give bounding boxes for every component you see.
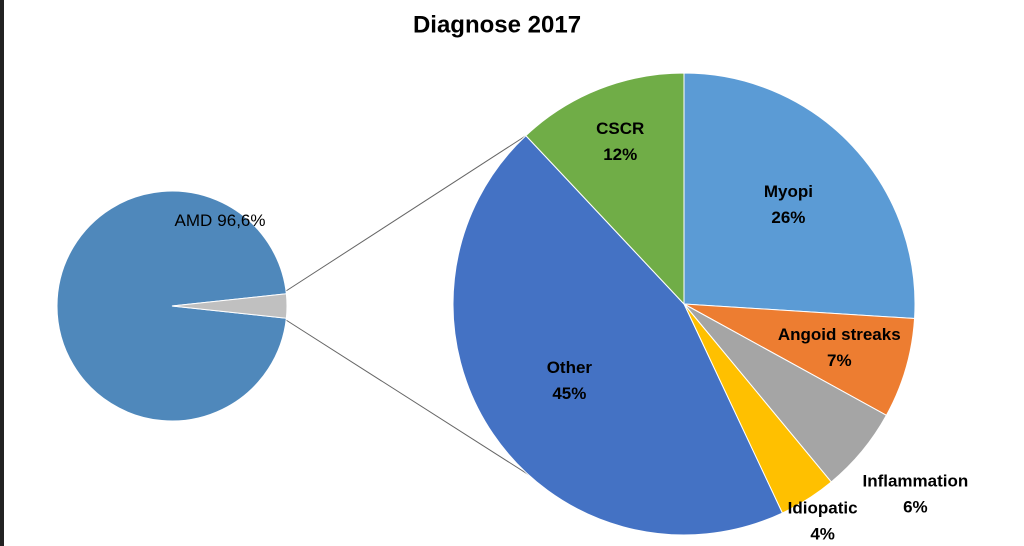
category-label: Angoid streaks <box>778 326 901 345</box>
value-label: 96,6% <box>217 211 265 230</box>
slice-label: Angoid streaks 7% <box>778 326 901 371</box>
value-label: 12% <box>603 145 637 164</box>
slice-label: Idiopatic 4% <box>788 499 858 544</box>
value-label: 7% <box>827 352 852 371</box>
category-label: Inflammation <box>862 472 968 491</box>
slice-label: Inflammation 6% <box>862 472 968 517</box>
category-label: CSCR <box>596 119 644 138</box>
pie-slice <box>683 303 916 416</box>
slice-label: CSCR 12% <box>596 119 644 164</box>
frame-edge <box>0 0 4 546</box>
slice-label: AMD 96,6% <box>175 211 266 230</box>
connector <box>285 134 528 292</box>
category-label: Myopi <box>764 182 813 201</box>
pie-slice <box>452 134 784 536</box>
category-label: Idiopatic <box>788 499 858 518</box>
pie-slice <box>56 190 287 422</box>
pie-slice <box>525 72 685 306</box>
chart-title: Diagnose 2017 <box>413 11 581 38</box>
pie-slice <box>171 293 288 319</box>
value-label: 45% <box>552 384 586 403</box>
pie-slice <box>683 72 916 320</box>
slice-label: Myopi 26% <box>764 182 813 227</box>
value-label: 4% <box>810 525 835 544</box>
category-label: AMD <box>175 211 213 230</box>
value-label: 6% <box>903 498 928 517</box>
connector <box>285 319 541 483</box>
slice-label: Other 45% <box>547 358 593 403</box>
value-label: 26% <box>771 208 805 227</box>
category-label: Other <box>547 358 593 377</box>
